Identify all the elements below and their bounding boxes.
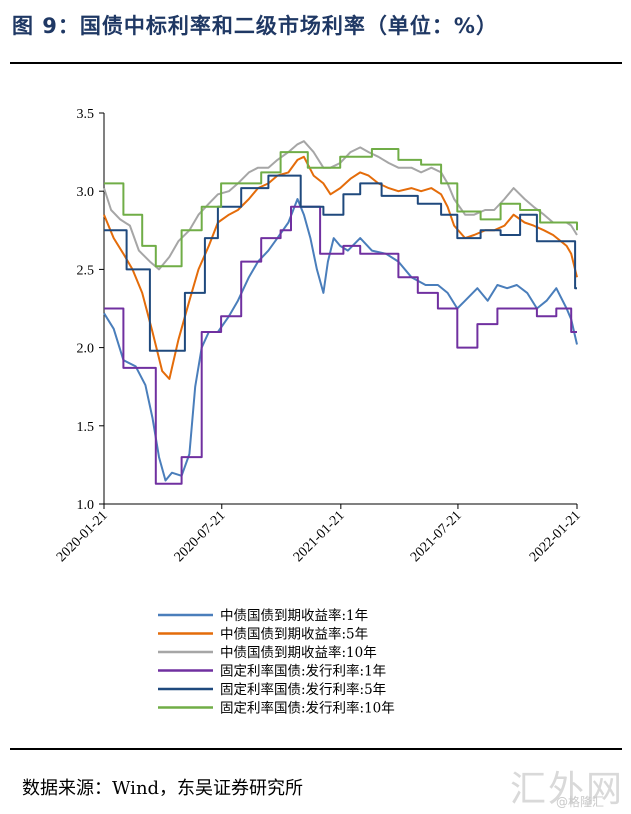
series-line-6 <box>104 148 578 268</box>
series-line-2 <box>103 155 578 380</box>
bottom-rule <box>10 748 622 750</box>
legend-label-4: 固定利率国债:发行利率:1年 <box>220 663 386 680</box>
x-tick-label: 2022-01-21 <box>527 508 584 565</box>
legend-label-5: 固定利率国债:发行利率:5年 <box>220 681 386 698</box>
y-tick-label: 2.5 <box>77 263 95 278</box>
x-tick-label: 2021-01-21 <box>291 508 348 565</box>
series-line-1 <box>103 198 578 482</box>
top-rule <box>10 62 622 64</box>
legend-label-1: 中债国债到期收益率:1年 <box>220 607 368 624</box>
chart-svg: 1.0 1.5 2.0 2.5 3.0 3.5 2020-01-21 2020-07-21 20… <box>54 107 584 717</box>
legend-label-6: 固定利率国债:发行利率:10年 <box>220 700 395 717</box>
series-layer <box>103 140 578 485</box>
source-note: 数据来源：Wind，东吴证券研究所 <box>22 778 304 799</box>
series-line-5 <box>104 174 577 352</box>
x-tick-label: 2020-01-21 <box>54 508 111 565</box>
x-tick-label: 2020-07-21 <box>172 508 229 565</box>
y-tick-label: 3.5 <box>77 107 95 122</box>
x-tick-label: 2021-07-21 <box>408 508 465 565</box>
y-tick-label: 1.0 <box>77 498 95 513</box>
series-line-4 <box>104 205 577 485</box>
y-tick-label: 2.0 <box>77 342 95 357</box>
legend-label-3: 中债国债到期收益率:10年 <box>220 644 377 661</box>
figure-title: 图 9：国债中标利率和二级市场利率（单位：%） <box>12 14 498 38</box>
legend-label-2: 中债国债到期收益率:5年 <box>220 626 368 643</box>
chart-axes: 1.0 1.5 2.0 2.5 3.0 3.5 2020-01-21 2020-07-21 20… <box>54 107 584 565</box>
y-tick-label: 1.5 <box>77 420 95 435</box>
watermark-sub: @格隆汇 <box>556 795 605 809</box>
y-tick-label: 3.0 <box>77 185 95 200</box>
watermark-logo: 汇外网 <box>510 769 625 810</box>
chart-legend: 中债国债到期收益率:1年中债国债到期收益率:5年中债国债到期收益率:10年固定利… <box>158 607 395 717</box>
